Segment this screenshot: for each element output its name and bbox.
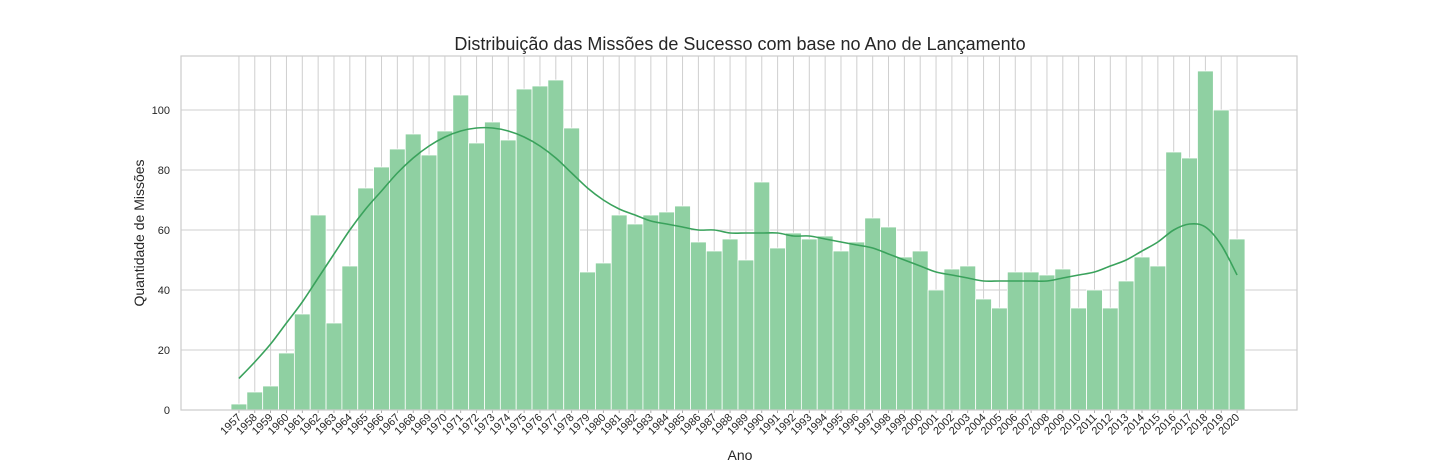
y-tick-label: 100 <box>152 105 170 117</box>
histogram-bar <box>547 79 565 411</box>
histogram-bar <box>1149 265 1167 411</box>
histogram-bar <box>975 298 992 411</box>
histogram-bar <box>484 121 501 411</box>
histogram-bar <box>595 262 612 411</box>
y-axis-label: Quantidade de Missões <box>131 159 147 306</box>
histogram-bar <box>1086 289 1103 411</box>
histogram-bar <box>531 85 549 411</box>
histogram-bar <box>642 214 660 411</box>
histogram-bar <box>1038 274 1056 411</box>
histogram-bar <box>278 352 295 411</box>
histogram-bar <box>626 223 644 411</box>
histogram-bar <box>341 265 359 411</box>
y-tick-label: 0 <box>164 405 170 417</box>
histogram-bar <box>468 142 485 411</box>
histogram-bar <box>943 268 961 411</box>
histogram-bar <box>499 139 517 411</box>
histogram-bar <box>658 211 676 411</box>
histogram-bar <box>1006 271 1024 411</box>
histogram-bar <box>293 313 311 411</box>
histogram-bar <box>1197 70 1214 411</box>
histogram-bar <box>991 307 1008 411</box>
histogram-bar <box>927 289 945 411</box>
y-tick-label: 60 <box>158 225 170 237</box>
histogram-bar <box>309 214 327 411</box>
histogram-bar <box>436 130 454 411</box>
y-tick-label: 40 <box>158 285 170 297</box>
x-tick-labels: 1957195819591960196119621963196419651966… <box>218 410 1242 437</box>
histogram-bar <box>674 205 691 411</box>
histogram-bar <box>737 259 755 411</box>
histogram-bar <box>579 271 596 411</box>
kde-curve <box>238 126 1238 380</box>
histogram-bar <box>832 250 850 411</box>
histogram-bar <box>1212 109 1230 411</box>
histogram-bar <box>1181 157 1198 411</box>
histogram-bar <box>690 241 707 411</box>
histogram-bar <box>721 238 739 411</box>
histogram-bar <box>800 238 818 411</box>
histogram-bar <box>1102 307 1119 411</box>
y-tick-labels: 0 20 40 60 80 100 <box>152 105 170 417</box>
histogram-bar <box>373 166 390 411</box>
histogram-bar <box>610 214 628 411</box>
kde-curve-group <box>238 126 1238 380</box>
histogram-bar <box>959 265 977 411</box>
histogram-bar <box>911 250 929 411</box>
chart-title: Distribuição das Missões de Sucesso com … <box>454 34 1025 54</box>
histogram-bar <box>246 391 264 411</box>
histogram-bar <box>705 250 723 411</box>
histogram-bar <box>769 247 786 411</box>
histogram-bar <box>816 235 834 411</box>
histogram-bar <box>357 187 374 411</box>
histogram-bar <box>753 181 771 411</box>
histogram-bar <box>230 403 248 411</box>
histogram-bar <box>848 241 866 411</box>
histogram-bar <box>1022 271 1040 411</box>
histogram-bar <box>1133 256 1151 411</box>
y-tick-label: 20 <box>158 345 170 357</box>
histogram-bar <box>262 385 279 411</box>
bars-group <box>230 70 1246 411</box>
y-tick-label: 80 <box>158 165 170 177</box>
histogram-bar <box>404 133 422 411</box>
histogram-bar <box>563 127 580 411</box>
histogram-bar <box>1070 307 1087 411</box>
plot-frame <box>180 55 1298 411</box>
histogram-bar <box>1117 280 1135 411</box>
histogram-bar <box>1054 268 1072 411</box>
histogram-bar <box>1165 151 1183 411</box>
x-axis-label: Ano <box>728 447 753 463</box>
histogram-bar <box>325 322 343 411</box>
histogram-bar <box>785 232 802 411</box>
histogram-bar <box>452 94 470 411</box>
histogram-bar <box>389 148 406 411</box>
histogram-bar <box>896 256 913 411</box>
histogram-bar <box>420 154 438 411</box>
